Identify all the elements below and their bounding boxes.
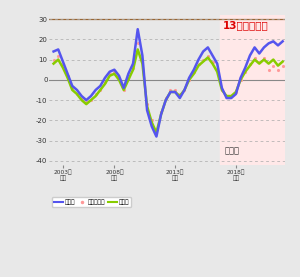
Text: 13四半期連続: 13四半期連続 (223, 20, 269, 30)
Text: 全産業: 全産業 (224, 147, 239, 156)
Legend: 製造業, 大企業合計, 全産業: 製造業, 大企業合計, 全産業 (52, 197, 131, 207)
Bar (220, 15, 285, 165)
